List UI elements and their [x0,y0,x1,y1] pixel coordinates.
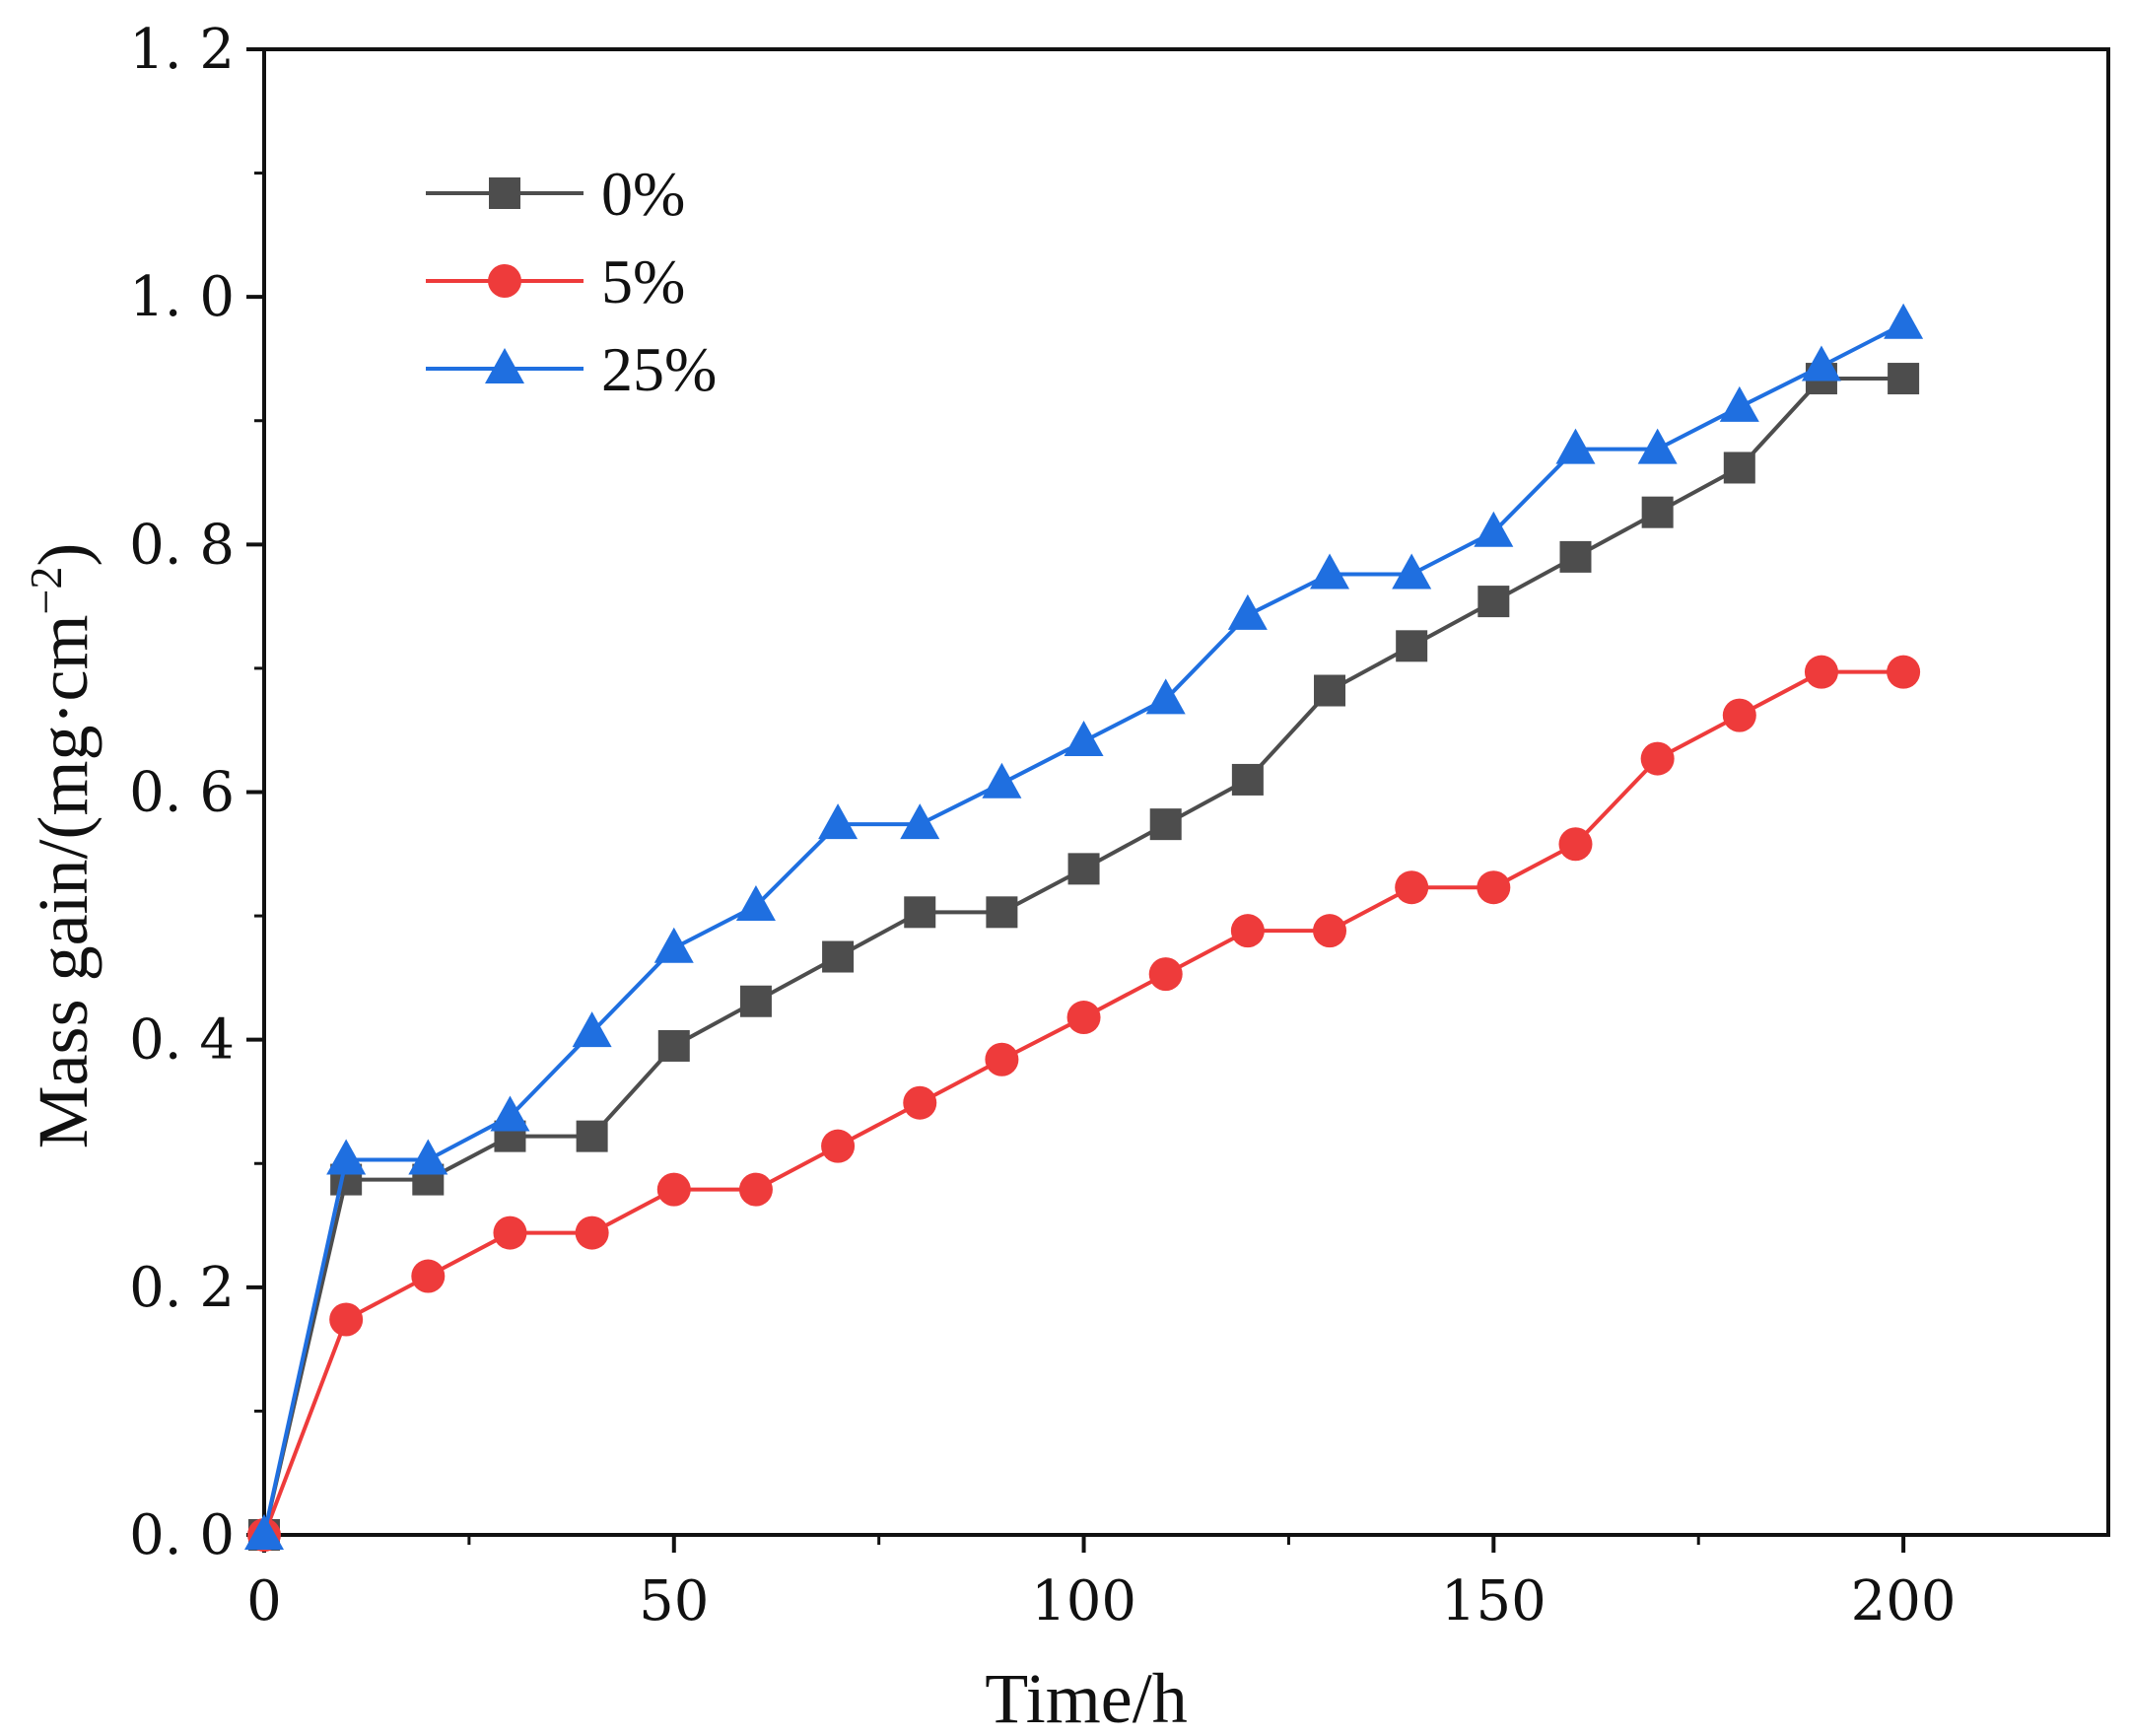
data-point [1230,914,1265,948]
legend: 0% 5% 25% [426,159,717,404]
data-point [1555,428,1596,464]
data-point [985,1042,1019,1076]
data-point [326,1139,367,1175]
data-point [1313,914,1347,948]
y-tick-label: 0. 2 [129,1256,235,1320]
series-1 [247,655,1921,1552]
data-point [244,1514,284,1550]
data-point [1884,303,1924,339]
y-axis-title-close: ) [24,543,103,567]
plot-border [262,47,2110,1537]
data-point [1804,655,1838,689]
data-point [329,1302,364,1337]
data-point [1801,345,1841,382]
y-tick-label: 0. 0 [129,1503,235,1567]
data-point [1477,586,1510,618]
y-tick-label: 0. 6 [129,761,235,825]
data-point [1064,721,1104,757]
data-point [1637,428,1678,464]
legend-item-2: 25% [426,334,717,404]
data-point [572,1011,612,1048]
data-point [1474,511,1514,547]
series-line [262,377,1904,1536]
data-point [1559,540,1592,573]
legend-label: 0% [601,159,685,229]
x-axis-title: Time/h [985,1659,1187,1736]
data-point [1719,385,1759,422]
legend-item-1: 5% [426,246,685,316]
data-point [1314,674,1346,707]
data-point [900,803,940,840]
data-point [1145,678,1186,715]
data-point [490,1095,530,1132]
data-point [1887,655,1921,689]
data-point [411,1259,446,1293]
data-point [821,1129,856,1163]
y-axis-title-superscript: −2 [21,567,71,615]
data-point [653,927,694,963]
x-tick-label: 0 [246,1569,282,1633]
data-point [493,1215,527,1250]
y-axis-ticks: 0. 0 0. 2 0. 4 0. 6 0. 8 1. 0 1. 2 [129,18,264,1567]
data-point [1888,363,1920,395]
data-point [1395,870,1429,905]
data-point [1148,957,1183,992]
x-axis-ticks: 0 50 100 150 200 [246,1535,1957,1633]
series-layer [244,303,1924,1552]
data-point [738,1172,773,1207]
data-point [904,896,936,929]
data-point [1558,827,1593,862]
y-tick-label: 1. 2 [129,18,235,82]
legend-marker [488,264,521,298]
data-point [735,885,776,922]
data-point [656,1172,691,1207]
data-point [576,1120,608,1152]
y-tick-label: 0. 4 [129,1008,235,1073]
data-point [1066,1001,1101,1035]
data-point [739,985,772,1017]
data-point [1641,496,1674,528]
plot-frame [262,47,2110,1537]
y-tick-label: 1. 0 [129,265,235,329]
x-tick-label: 200 [1851,1569,1957,1633]
data-point [822,940,855,973]
data-point [1067,853,1100,885]
legend-item-0: 0% [426,159,685,229]
x-tick-label: 150 [1441,1569,1546,1633]
data-point [1227,593,1268,630]
legend-label: 25% [601,334,717,404]
data-point [1723,451,1755,484]
legend-label: 5% [601,246,685,316]
data-point [1396,630,1428,662]
data-point [818,803,859,840]
series-0 [248,363,1920,1551]
y-axis-title: Mass gain/(mg·cm−2) [21,543,103,1149]
data-point [1231,763,1264,796]
data-point [1310,553,1350,590]
y-tick-label: 0. 8 [129,513,235,577]
legend-marker [489,177,520,209]
data-point [1722,698,1756,732]
data-point [986,896,1018,929]
data-point [1640,741,1675,776]
data-point [408,1139,448,1175]
data-point [982,762,1022,799]
series-2 [244,303,1924,1550]
data-point [575,1215,609,1250]
data-point [657,1029,690,1062]
data-point [1477,870,1511,905]
legend-marker [485,348,524,383]
data-point [1149,808,1182,841]
data-point [903,1085,937,1120]
x-tick-label: 100 [1031,1569,1136,1633]
y-axis-title-main: Mass gain/(mg·cm [24,615,103,1149]
data-point [1392,553,1432,590]
x-tick-label: 50 [639,1569,709,1633]
